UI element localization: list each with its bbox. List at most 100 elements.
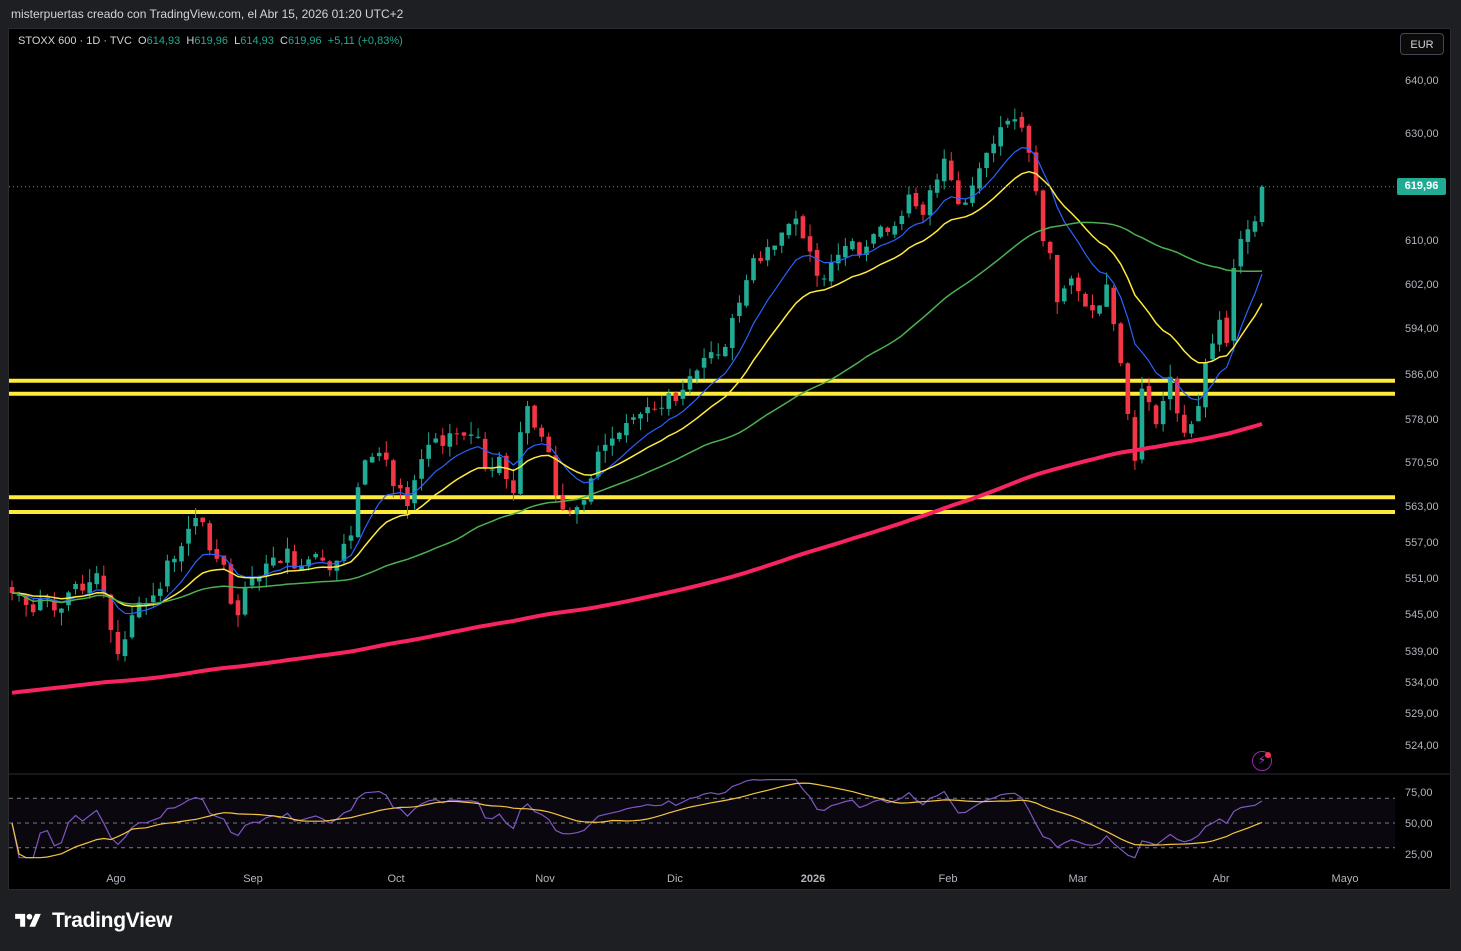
price-axis-tick: 551,00	[1405, 573, 1439, 585]
candle-body	[843, 246, 848, 258]
candle-body	[292, 551, 297, 569]
candle-body	[504, 455, 509, 480]
time-axis-label: Oct	[387, 873, 404, 885]
candle-body	[525, 406, 530, 434]
candle-body	[941, 158, 947, 182]
time-axis-label: Sep	[243, 873, 263, 885]
candle-body	[567, 510, 573, 512]
candle-body	[624, 423, 629, 436]
candle-body	[511, 480, 516, 494]
alert-icon[interactable]: ⚡	[1252, 751, 1272, 771]
candle-body	[807, 236, 813, 252]
candle-body	[1203, 362, 1208, 408]
candle-body	[186, 528, 191, 544]
candle-body	[115, 631, 121, 655]
candle-body	[1160, 401, 1166, 425]
candle-body	[1259, 186, 1265, 223]
time-axis-label: Abr	[1212, 873, 1229, 885]
candle-body	[221, 555, 227, 565]
candle-body	[1083, 293, 1088, 307]
price-axis-tick: 586,00	[1405, 369, 1439, 381]
moving-averages	[11, 147, 1263, 695]
candle-body	[772, 245, 778, 250]
price-axis-tick: 545,00	[1405, 609, 1439, 621]
candle-body	[16, 594, 22, 596]
candle-body	[313, 554, 318, 558]
candle-body	[327, 561, 333, 571]
candle-body	[963, 202, 968, 205]
candle-body	[701, 357, 707, 368]
candle-body	[927, 190, 933, 216]
candle-body	[1047, 241, 1053, 254]
candle-body	[899, 215, 905, 225]
candle-body	[461, 432, 467, 436]
candle-body	[1245, 229, 1251, 242]
candle-body	[165, 560, 170, 587]
candle-body	[278, 560, 283, 563]
candle-body	[136, 602, 142, 618]
candle-body	[835, 254, 841, 264]
candles	[9, 108, 1265, 662]
candle-body	[200, 517, 205, 523]
candle-body	[871, 234, 876, 244]
tradingview-logo: TradingView	[12, 906, 172, 936]
candle-body	[496, 456, 502, 473]
candle-body	[1252, 221, 1258, 232]
candle-body	[1132, 417, 1138, 461]
candle-body	[150, 595, 156, 603]
candle-body	[793, 218, 799, 225]
candle-body	[1019, 116, 1025, 128]
price-axis-tick: 557,00	[1405, 537, 1439, 549]
candle-body	[765, 247, 770, 261]
high-label: H	[186, 35, 195, 47]
chart-frame[interactable]	[8, 28, 1451, 890]
candle-body	[30, 604, 36, 613]
candle-body	[228, 564, 234, 604]
price-axis-tick: 594,00	[1405, 323, 1439, 335]
price-axis: 640,00 630,00 610,00 602,00 594,00 586,00 578,…	[1405, 75, 1439, 752]
candle-body	[1040, 190, 1046, 242]
tradingview-logo-icon	[15, 913, 41, 927]
time-axis-label: Dic	[667, 873, 683, 885]
low-label: L	[234, 35, 241, 47]
candle-body	[263, 563, 269, 576]
candle-body	[94, 573, 100, 585]
candle-body	[207, 523, 213, 551]
candle-body	[1097, 305, 1102, 314]
candle-body	[857, 242, 862, 255]
ma-slow-line	[11, 221, 1263, 605]
candle-body	[638, 413, 643, 419]
price-axis-tick: 578,00	[1405, 414, 1439, 426]
candle-body	[242, 587, 248, 615]
change-value: +5,11 (+0,83%)	[327, 35, 403, 47]
time-axis-label: Ago	[106, 873, 126, 885]
ma-mid-line	[11, 170, 1263, 607]
candle-body	[722, 346, 728, 357]
candle-body	[666, 393, 672, 409]
candle-body	[1118, 323, 1124, 364]
candle-body	[398, 484, 403, 489]
attribution-text: misterpuertas creado con TradingView.com…	[11, 7, 404, 21]
time-axis-label: Mar	[1069, 873, 1088, 885]
price-axis-tick: 602,00	[1405, 279, 1439, 291]
candle-body	[334, 560, 340, 571]
currency-button[interactable]: EUR	[1400, 33, 1444, 55]
candle-body	[1182, 414, 1187, 433]
last-price-badge: 619,96	[1397, 178, 1446, 195]
open-value: 614,93	[146, 35, 181, 47]
rsi-axis-tick: 75,00	[1405, 787, 1433, 799]
candle-body	[864, 246, 869, 255]
candle-body	[553, 455, 559, 496]
symbol-name[interactable]: STOXX 600 · 1D · TVC	[18, 35, 132, 47]
candle-body	[475, 436, 481, 438]
candle-body	[730, 318, 735, 348]
candle-body	[645, 407, 650, 414]
candle-body	[920, 204, 926, 215]
candle-body	[52, 599, 57, 611]
candle-body	[440, 435, 446, 446]
candle-body	[892, 226, 898, 235]
candle-body	[1026, 125, 1032, 153]
price-axis-tick: 524,00	[1405, 740, 1439, 752]
alert-notification-dot	[1265, 752, 1271, 758]
